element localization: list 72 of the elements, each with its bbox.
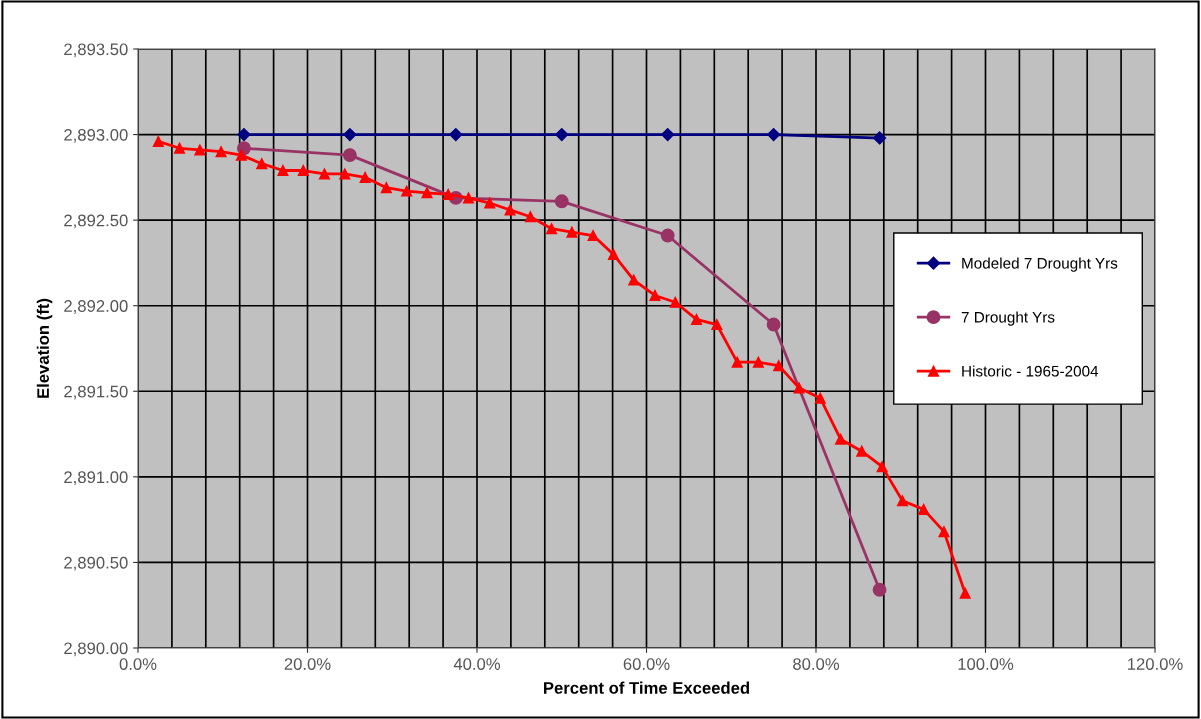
point [342, 148, 357, 163]
point [731, 356, 743, 368]
point [938, 526, 950, 538]
point [566, 226, 578, 238]
point [587, 229, 599, 242]
x-tick-label: 20.0% [284, 658, 331, 670]
point [773, 360, 785, 372]
x-tick-label: 60.0% [623, 658, 670, 670]
point [554, 194, 569, 209]
point [215, 146, 227, 158]
x-tick-label: 0.0% [119, 658, 157, 670]
point [546, 223, 558, 235]
y-tick-label: 2,893.00 [64, 128, 128, 143]
point [318, 168, 331, 180]
point [152, 135, 164, 147]
y-tick-label: 2,891.50 [64, 385, 128, 400]
point [359, 171, 371, 183]
point [607, 248, 620, 260]
point [767, 127, 781, 142]
point [793, 382, 805, 394]
point [649, 289, 661, 302]
point [297, 164, 309, 177]
legend-label: Modeled 7 Drought Yrs [962, 257, 1118, 272]
point [504, 204, 516, 216]
x-tick-label: 120.0% [1128, 658, 1183, 670]
point [660, 228, 675, 243]
y-tick-label: 2,891.00 [64, 471, 128, 486]
point [872, 131, 887, 145]
point [194, 144, 206, 156]
point [462, 192, 475, 204]
y-axis-title: Elevation (ft) [36, 298, 53, 398]
point [173, 142, 186, 154]
y-tick-label: 2,893.50 [64, 43, 128, 58]
point [661, 127, 675, 142]
x-axis-title: Percent of Time Exceeded [544, 681, 750, 694]
point [690, 313, 703, 325]
point [449, 127, 463, 142]
point [814, 392, 826, 404]
point [835, 433, 847, 445]
point [669, 296, 681, 308]
point [484, 197, 496, 209]
x-tick-label: 100.0% [958, 658, 1014, 670]
point [343, 127, 357, 142]
point [442, 188, 454, 201]
legend-label: Historic - 1965-2004 [962, 365, 1099, 377]
point [380, 182, 392, 194]
point [872, 582, 887, 597]
point [752, 356, 764, 368]
point [876, 461, 888, 473]
point [959, 587, 971, 599]
point [237, 127, 251, 142]
point [339, 168, 351, 180]
point [524, 211, 536, 223]
point [277, 164, 289, 177]
point [856, 445, 868, 457]
point [918, 503, 930, 515]
legend-label: 7 Drought Yrs [961, 311, 1055, 326]
x-tick-label: 80.0% [793, 658, 840, 670]
point [711, 318, 723, 331]
point [421, 187, 433, 199]
point [896, 495, 909, 507]
y-tick-label: 2,892.00 [64, 300, 128, 314]
point [628, 274, 640, 286]
y-tick-label: 2,890.50 [64, 556, 128, 571]
y-tick-label: 2,890.00 [64, 642, 128, 657]
point [401, 185, 413, 197]
point [766, 317, 781, 332]
point [555, 127, 569, 142]
y-tick-label: 2,892.50 [64, 214, 128, 229]
x-tick-label: 40.0% [453, 658, 501, 670]
point [235, 149, 247, 161]
point [256, 158, 268, 170]
